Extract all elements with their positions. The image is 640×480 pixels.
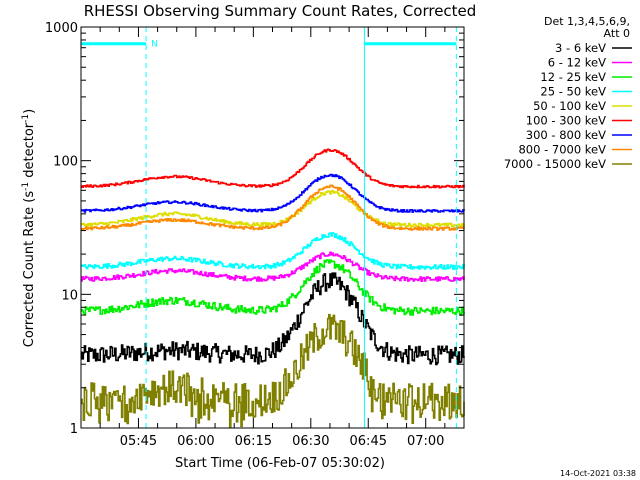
legend-header: Att 0 xyxy=(604,27,630,40)
series-line xyxy=(81,313,465,428)
y-tick-label: 1 xyxy=(70,422,78,437)
legend-header: Det 1,3,4,5,6,9, xyxy=(544,15,630,28)
series-line xyxy=(81,232,465,270)
legend-entry-label: 25 - 50 keV xyxy=(540,85,606,99)
legend-entry-label: 300 - 800 keV xyxy=(526,128,606,142)
axes: 1 10 100 1000 05:45 06:00 06:15 06:30 06:45 07:00 xyxy=(45,21,465,449)
y-axis-label-part: ) xyxy=(22,109,37,114)
legend-entry-label: 3 - 6 keV xyxy=(555,41,606,55)
legend-entry-label: 7000 - 15000 keV xyxy=(504,157,606,171)
series-line xyxy=(81,259,465,316)
y-axis-label-part: detector xyxy=(22,122,37,182)
legend-entry-label: 12 - 25 keV xyxy=(540,70,606,84)
series-line xyxy=(81,148,465,189)
x-axis-label: Start Time (06-Feb-07 05:30:02) xyxy=(175,456,385,471)
y-axis-label: Corrected Count Rate (s-1 detector-1) xyxy=(21,109,37,347)
y-tick-label: 100 xyxy=(53,155,78,170)
series-line xyxy=(81,173,465,213)
legend-entry-label: 50 - 100 keV xyxy=(533,99,606,113)
x-tick-label: 06:45 xyxy=(350,434,387,449)
y-axis-label-exponent: -1 xyxy=(21,114,31,123)
x-tick-label: 06:15 xyxy=(235,434,272,449)
y-axis-label-part: Corrected Count Rate (s xyxy=(22,191,37,348)
y-tick-label: 1000 xyxy=(45,21,78,36)
y-tick-label: 10 xyxy=(61,288,78,303)
x-tick-label: 06:30 xyxy=(292,434,329,449)
x-tick-label: 05:45 xyxy=(120,434,157,449)
legend-entry-label: 6 - 12 keV xyxy=(548,56,606,70)
legend-entry-label: 100 - 300 keV xyxy=(526,114,606,128)
x-tick-label: 06:00 xyxy=(177,434,214,449)
series-line xyxy=(81,272,465,366)
plot-area: N xyxy=(80,27,465,428)
y-axis-label-exponent: -1 xyxy=(21,182,31,191)
series-line xyxy=(81,184,465,231)
footer-timestamp: 14-Oct-2021 03:38 xyxy=(560,469,636,478)
x-tick-label: 07:00 xyxy=(407,434,444,449)
attenuator-flag-label: N xyxy=(151,40,158,50)
legend-entry-label: 800 - 7000 keV xyxy=(518,143,606,157)
chart-title: RHESSI Observing Summary Count Rates, Co… xyxy=(84,2,477,20)
